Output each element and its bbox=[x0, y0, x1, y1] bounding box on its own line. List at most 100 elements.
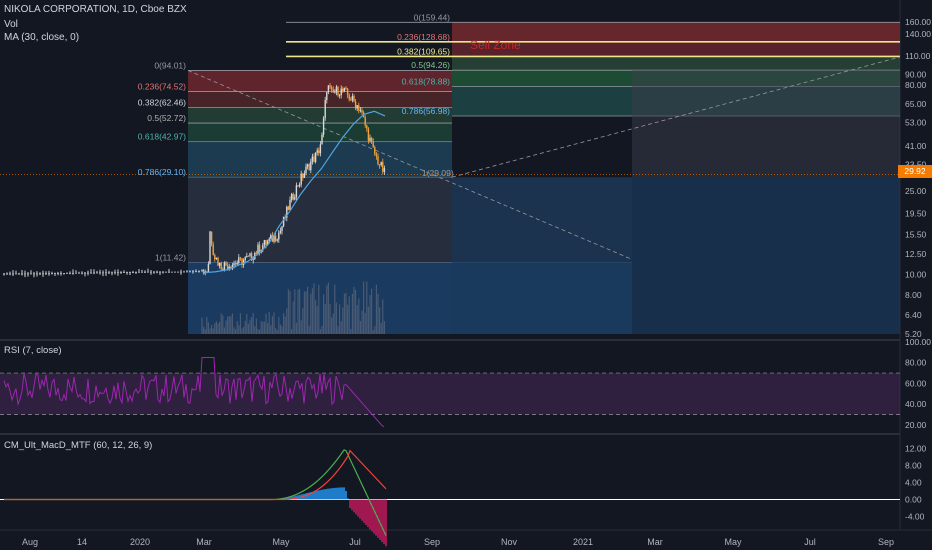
candle-body bbox=[234, 263, 237, 265]
ma-line bbox=[204, 110, 386, 274]
price-tick-label: 140.00 bbox=[905, 29, 931, 39]
volume-bar bbox=[350, 328, 352, 334]
volume-bar bbox=[343, 293, 345, 334]
candle-body bbox=[324, 100, 326, 118]
candle-body bbox=[12, 273, 14, 275]
price-tick-label: 10.00 bbox=[905, 269, 927, 279]
candle-body bbox=[162, 271, 164, 273]
volume-bar bbox=[382, 299, 384, 334]
trend-line-down bbox=[187, 70, 633, 260]
candle-body bbox=[27, 273, 29, 275]
candle-body bbox=[215, 257, 218, 260]
candle-body bbox=[276, 239, 278, 241]
volume-bar bbox=[219, 322, 221, 334]
price-tick-label: 6.40 bbox=[905, 310, 922, 320]
time-tick-label: Aug bbox=[22, 537, 38, 547]
volume-bar bbox=[342, 307, 344, 334]
volume-bar bbox=[358, 298, 360, 334]
volume-bar bbox=[332, 313, 334, 334]
volume-bar bbox=[326, 285, 328, 334]
candle-body bbox=[138, 271, 140, 273]
candle-body bbox=[192, 271, 194, 273]
candle-body bbox=[252, 259, 254, 261]
volume-bar bbox=[375, 284, 377, 334]
candle-body bbox=[311, 156, 314, 162]
macd-histogram-bar bbox=[369, 499, 371, 530]
volume-bar bbox=[305, 291, 307, 334]
rsi-pane: 100.00 80.00 60.00 40.00 20.00 bbox=[0, 337, 931, 430]
candle-body bbox=[90, 272, 92, 274]
price-tick-label: 8.00 bbox=[905, 290, 922, 300]
candle-body bbox=[202, 269, 205, 274]
fib-label-right: 0.5(94.26) bbox=[411, 60, 450, 70]
time-tick-label: May bbox=[272, 537, 290, 547]
price-tick-label: 19.50 bbox=[905, 209, 927, 219]
candle-body bbox=[218, 262, 221, 266]
volume-bar bbox=[233, 327, 235, 334]
macd-histogram-bar bbox=[333, 487, 335, 500]
candle-body bbox=[9, 273, 11, 275]
candle-body bbox=[244, 257, 246, 261]
fib-zone-right bbox=[452, 41, 900, 57]
macd-histogram-bar bbox=[355, 499, 357, 515]
macd-signal-line bbox=[4, 449, 387, 501]
candle-body bbox=[36, 273, 38, 275]
candle-body bbox=[249, 253, 251, 256]
time-tick-label: 2020 bbox=[130, 537, 150, 547]
macd-histogram-bar bbox=[319, 490, 321, 500]
candle-body bbox=[135, 271, 137, 273]
volume-bar bbox=[260, 321, 262, 334]
macd-histogram-bar bbox=[345, 490, 347, 500]
candle-body bbox=[3, 273, 5, 275]
candle-body bbox=[361, 110, 363, 113]
candle-body bbox=[183, 271, 185, 273]
candle-body bbox=[114, 272, 116, 274]
macd-histogram-bar bbox=[295, 495, 297, 500]
volume-bar bbox=[315, 299, 317, 334]
volume-bar bbox=[214, 323, 216, 334]
candle-body bbox=[338, 95, 341, 96]
volume-bar bbox=[379, 307, 381, 334]
macd-histogram-bar bbox=[351, 499, 353, 511]
time-axis: Aug 14 2020 Mar May Jul Sep Nov 2021 Mar May Jul Sep bbox=[22, 537, 894, 547]
position-box bbox=[188, 70, 900, 334]
fib-label-right: 0.382(109.65) bbox=[397, 46, 450, 56]
candle-body bbox=[303, 173, 306, 178]
macd-histogram-bar bbox=[329, 488, 331, 500]
candle-body bbox=[322, 117, 325, 135]
volume-bar bbox=[276, 329, 278, 334]
rsi-label: RSI (7, close) bbox=[4, 345, 62, 356]
volume-bar bbox=[310, 293, 312, 334]
last-price-badge: 29.92 bbox=[898, 165, 932, 178]
candle-body bbox=[300, 173, 302, 185]
volume-bar bbox=[204, 329, 206, 334]
price-tick-label: 25.00 bbox=[905, 186, 927, 196]
candle-body bbox=[209, 231, 211, 264]
candle-body bbox=[313, 156, 315, 162]
macd-histogram-bar bbox=[309, 492, 311, 500]
candle-body bbox=[186, 271, 188, 273]
candle-body bbox=[129, 272, 131, 273]
candle-body bbox=[217, 257, 219, 266]
volume-bar bbox=[292, 301, 294, 334]
volume-bar bbox=[246, 313, 248, 334]
time-tick-label: Jul bbox=[349, 537, 361, 547]
macd-histogram-bar bbox=[289, 497, 291, 500]
candle-body bbox=[177, 271, 179, 273]
volume-bar bbox=[265, 313, 267, 334]
candle-body bbox=[289, 199, 291, 210]
macd-histogram-bar bbox=[337, 487, 339, 500]
volume-bar bbox=[327, 282, 329, 334]
volume-bar bbox=[254, 326, 256, 334]
macd-histogram-bar bbox=[287, 497, 289, 500]
macd-histogram-bar bbox=[367, 499, 369, 528]
candle-body bbox=[326, 91, 328, 101]
candle-body bbox=[156, 271, 158, 273]
candle-body bbox=[327, 85, 330, 92]
macd-histogram-bar bbox=[285, 497, 287, 500]
volume-bar bbox=[356, 305, 358, 334]
candle-body bbox=[241, 258, 243, 265]
candle-body bbox=[105, 272, 107, 274]
macd-histogram-bar bbox=[365, 499, 367, 525]
